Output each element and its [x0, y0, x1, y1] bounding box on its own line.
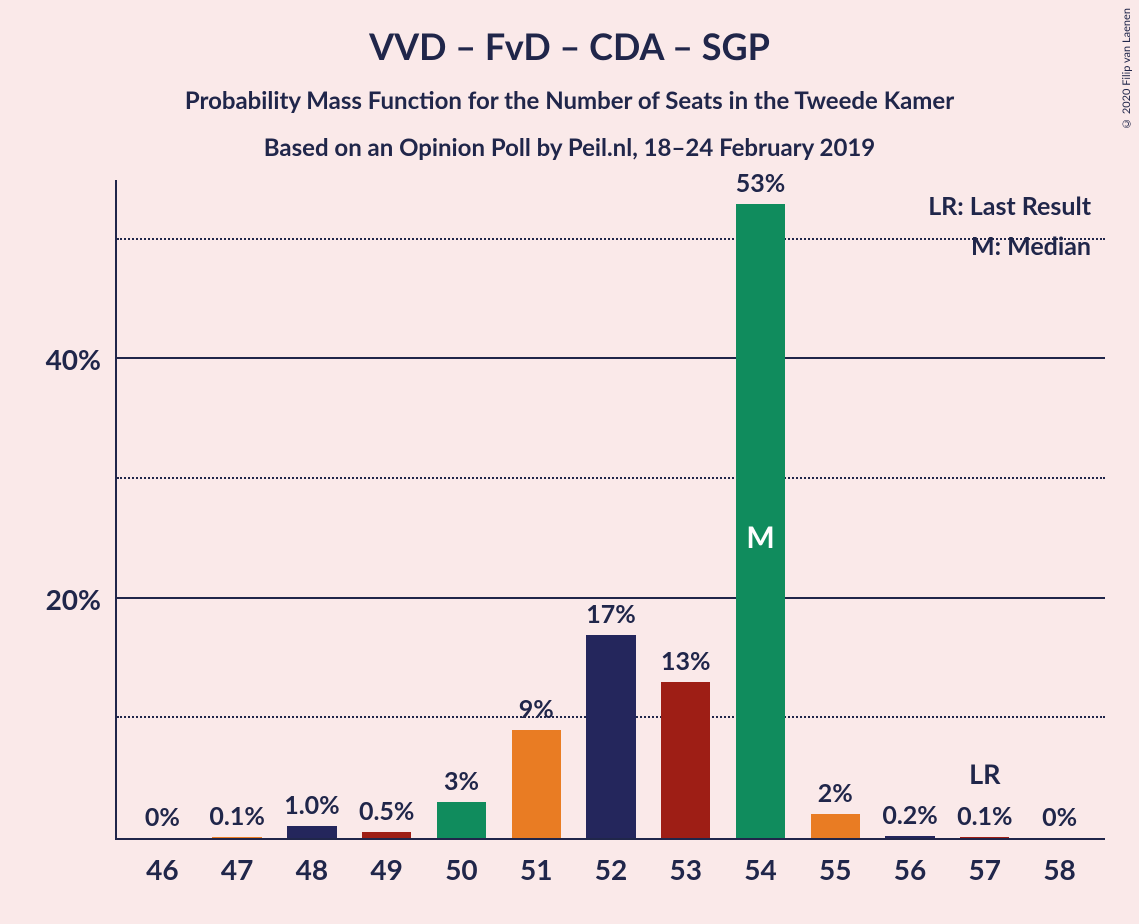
bar-value-label: 0%: [145, 802, 180, 838]
bar: 2%: [811, 814, 860, 838]
bar-value-label: 53%: [736, 168, 786, 204]
x-tick-label: 50: [445, 838, 477, 886]
x-tick-label: 48: [296, 838, 328, 886]
x-tick-label: 56: [894, 838, 926, 886]
bar: 9%: [512, 730, 561, 838]
bar-cell: 0.5%49: [349, 180, 424, 838]
bar: 17%: [586, 635, 635, 838]
bar-value-label: 2%: [818, 778, 853, 814]
bar-value-label: 13%: [661, 646, 711, 682]
chart-title: VVD – FvD – CDA – SGP: [0, 0, 1139, 68]
bar-value-label: 0.1%: [209, 801, 264, 837]
x-tick-label: 52: [595, 838, 627, 886]
bar-cell: 2%55: [798, 180, 873, 838]
bar-value-label: 0.5%: [359, 796, 414, 832]
bar: 13%: [661, 682, 710, 838]
x-tick-label: 54: [744, 838, 776, 886]
x-tick-label: 57: [969, 838, 1001, 886]
bar-value-label: 3%: [444, 766, 479, 802]
x-tick-label: 58: [1043, 838, 1075, 886]
y-tick-label: 20%: [46, 582, 117, 616]
chart-subtitle-2: Based on an Opinion Poll by Peil.nl, 18–…: [0, 133, 1139, 162]
bar-cell: 13%53: [648, 180, 723, 838]
x-tick-label: 49: [370, 838, 402, 886]
lr-marker: LR: [969, 757, 1000, 790]
bar-value-label: 0.2%: [882, 800, 937, 836]
bar-value-label: 0%: [1042, 802, 1077, 838]
y-tick-label: 40%: [46, 342, 117, 376]
bar-cell: 3%50: [424, 180, 499, 838]
x-tick-label: 51: [520, 838, 552, 886]
bar: 1.0%: [287, 826, 336, 838]
x-tick-label: 55: [819, 838, 851, 886]
bar-cell: 17%52: [574, 180, 649, 838]
bar-cell: 0.1%LR57: [947, 180, 1022, 838]
bar-cell: 0.2%56: [873, 180, 948, 838]
bar-cell: 9%51: [499, 180, 574, 838]
x-tick-label: 53: [669, 838, 701, 886]
bar-cell: 53%M54: [723, 180, 798, 838]
bar-cell: 0.1%47: [200, 180, 275, 838]
bar-cell: 0%46: [125, 180, 200, 838]
bar: 3%: [437, 802, 486, 838]
median-marker: M: [746, 519, 774, 555]
bars-container: 0%460.1%471.0%480.5%493%509%5117%5213%53…: [117, 180, 1105, 838]
x-tick-label: 47: [221, 838, 253, 886]
bar-value-label: 17%: [586, 599, 636, 635]
bar-cell: 0%58: [1022, 180, 1097, 838]
bar: 53%M: [736, 204, 785, 838]
copyright-text: © 2020 Filip van Laenen: [1120, 8, 1133, 130]
bar-value-label: 0.1%: [957, 801, 1012, 837]
bar-value-label: 1.0%: [284, 790, 339, 826]
bar-value-label: 9%: [519, 694, 554, 730]
x-tick-label: 46: [146, 838, 178, 886]
chart-subtitle-1: Probability Mass Function for the Number…: [0, 86, 1139, 115]
plot-area: LR: Last Result M: Median 20%40% 0%460.1…: [115, 180, 1105, 840]
bar-cell: 1.0%48: [275, 180, 350, 838]
